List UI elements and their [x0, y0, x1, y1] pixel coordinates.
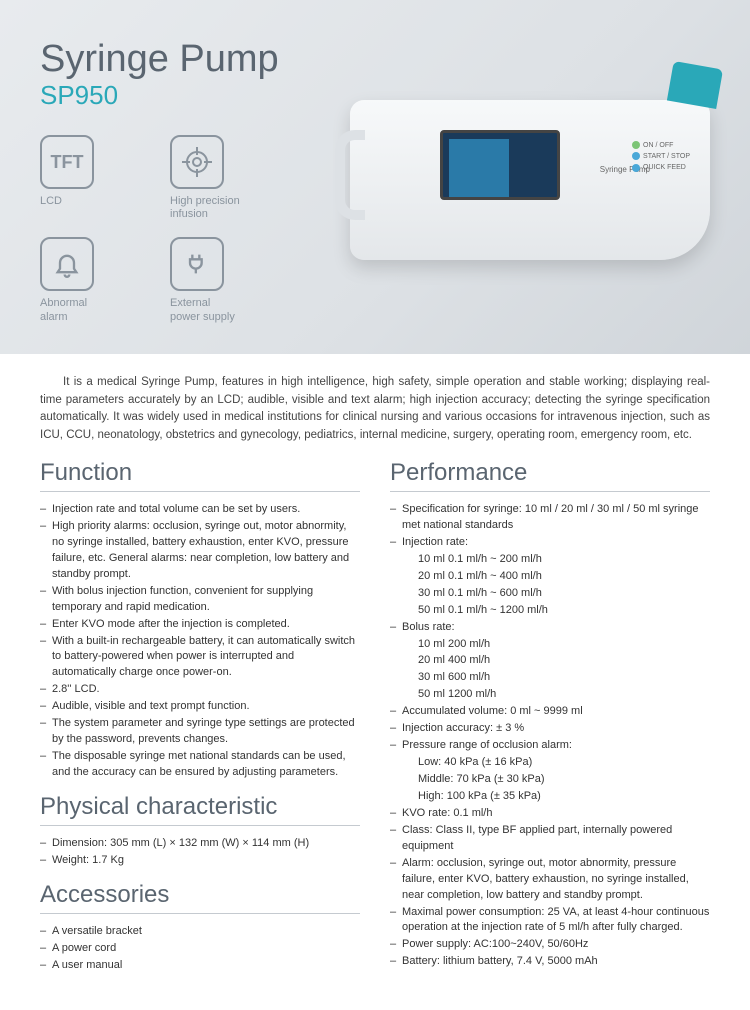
- target-icon: [170, 135, 224, 189]
- feature-alarm: Abnormal alarm: [40, 237, 140, 323]
- hero-section: Syringe Pump SP950 TFT LCD High precisio…: [0, 0, 750, 354]
- list-item: Enter KVO mode after the injection is co…: [40, 617, 360, 633]
- list-item: Battery: lithium battery, 7.4 V, 5000 mA…: [390, 954, 710, 970]
- performance-heading: Performance: [390, 459, 710, 492]
- list-item: 50 ml 1200 ml/h: [390, 687, 710, 703]
- list-item: Audible, visible and text prompt functio…: [40, 699, 360, 715]
- list-item: Injection rate:: [390, 535, 710, 551]
- list-item: With bolus injection function, convenien…: [40, 584, 360, 616]
- content-columns: Function Injection rate and total volume…: [0, 459, 750, 1005]
- list-item: Power supply: AC:100~240V, 50/60Hz: [390, 937, 710, 953]
- list-item: 20 ml 0.1 ml/h ~ 400 ml/h: [390, 569, 710, 585]
- list-item: Dimension: 305 mm (L) × 132 mm (W) × 114…: [40, 836, 360, 852]
- list-item: Maximal power consumption: 25 VA, at lea…: [390, 905, 710, 937]
- feature-label: External power supply: [170, 297, 235, 323]
- list-item: Bolus rate:: [390, 620, 710, 636]
- accessories-heading: Accessories: [40, 881, 360, 914]
- physical-heading: Physical characteristic: [40, 793, 360, 826]
- right-column: Performance Specification for syringe: 1…: [390, 459, 710, 975]
- list-item: Injection rate and total volume can be s…: [40, 502, 360, 518]
- product-title: Syringe Pump: [40, 40, 710, 78]
- list-item: Low: 40 kPa (± 16 kPa): [390, 755, 710, 771]
- list-item: 20 ml 400 ml/h: [390, 653, 710, 669]
- list-item: Injection accuracy: ± 3 %: [390, 721, 710, 737]
- list-item: High priority alarms: occlusion, syringe…: [40, 519, 360, 583]
- product-image: Syringe Pump ON / OFF START / STOP QUICK…: [350, 100, 710, 260]
- device-handle: [335, 130, 365, 220]
- list-item: 30 ml 0.1 ml/h ~ 600 ml/h: [390, 586, 710, 602]
- feature-power: External power supply: [170, 237, 270, 323]
- list-item: A user manual: [40, 958, 360, 974]
- list-item: The disposable syringe met national stan…: [40, 749, 360, 781]
- list-item: Pressure range of occlusion alarm:: [390, 738, 710, 754]
- bell-icon: [40, 237, 94, 291]
- function-list: Injection rate and total volume can be s…: [40, 502, 360, 781]
- list-item: Accumulated volume: 0 ml ~ 9999 ml: [390, 704, 710, 720]
- list-item: 30 ml 600 ml/h: [390, 670, 710, 686]
- feature-tft: TFT LCD: [40, 135, 140, 221]
- list-item: Weight: 1.7 Kg: [40, 853, 360, 869]
- physical-list: Dimension: 305 mm (L) × 132 mm (W) × 114…: [40, 836, 360, 869]
- feature-label: LCD: [40, 195, 62, 208]
- left-column: Function Injection rate and total volume…: [40, 459, 360, 975]
- accessories-list: A versatile bracketA power cordA user ma…: [40, 924, 360, 974]
- feature-label: High precision infusion: [170, 195, 240, 221]
- feature-label: Abnormal alarm: [40, 297, 87, 323]
- list-item: A power cord: [40, 941, 360, 957]
- list-item: Class: Class II, type BF applied part, i…: [390, 823, 710, 855]
- tft-icon: TFT: [40, 135, 94, 189]
- performance-list: Specification for syringe: 10 ml / 20 ml…: [390, 502, 710, 970]
- list-item: A versatile bracket: [40, 924, 360, 940]
- list-item: 10 ml 200 ml/h: [390, 637, 710, 653]
- list-item: High: 100 kPa (± 35 kPa): [390, 789, 710, 805]
- list-item: Specification for syringe: 10 ml / 20 ml…: [390, 502, 710, 534]
- feature-precision: High precision infusion: [170, 135, 270, 221]
- intro-paragraph: It is a medical Syringe Pump, features i…: [0, 354, 750, 459]
- list-item: Alarm: occlusion, syringe out, motor abn…: [390, 856, 710, 904]
- device-clamp: [667, 61, 723, 109]
- list-item: With a built-in rechargeable battery, it…: [40, 634, 360, 682]
- plug-icon: [170, 237, 224, 291]
- device-screen: [440, 130, 560, 200]
- list-item: KVO rate: 0.1 ml/h: [390, 806, 710, 822]
- list-item: 50 ml 0.1 ml/h ~ 1200 ml/h: [390, 603, 710, 619]
- function-heading: Function: [40, 459, 360, 492]
- list-item: Middle: 70 kPa (± 30 kPa): [390, 772, 710, 788]
- device-buttons: ON / OFF START / STOP QUICK FEED: [632, 140, 690, 174]
- list-item: 2.8'' LCD.: [40, 682, 360, 698]
- list-item: The system parameter and syringe type se…: [40, 716, 360, 748]
- list-item: 10 ml 0.1 ml/h ~ 200 ml/h: [390, 552, 710, 568]
